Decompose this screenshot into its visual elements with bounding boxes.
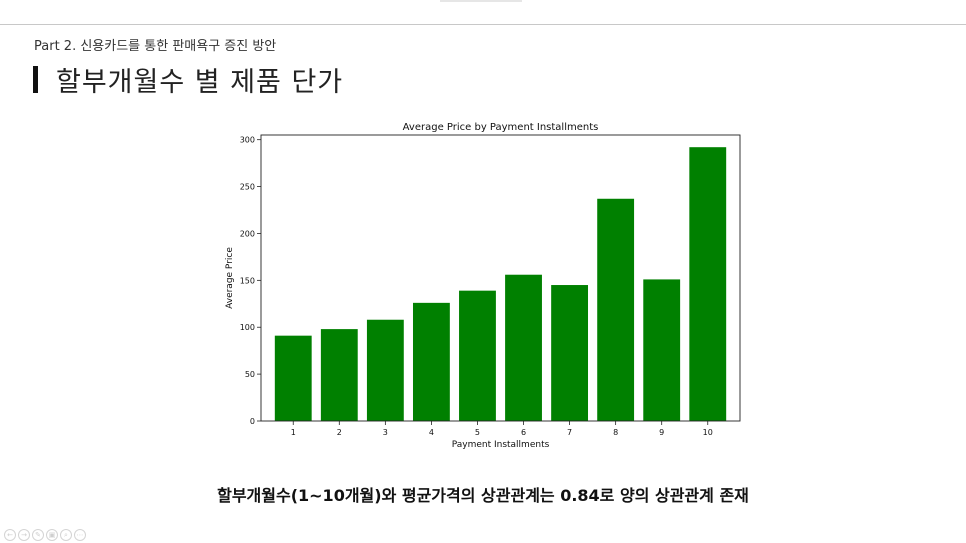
zoom-icon[interactable]: ⌕ xyxy=(60,529,72,541)
x-tick-label: 9 xyxy=(659,428,664,437)
x-tick-label: 10 xyxy=(703,428,713,437)
bar-8 xyxy=(597,198,635,421)
bar-10 xyxy=(689,147,727,421)
slide-subtitle: Part 2. 신용카드를 통한 판매욕구 증진 방안 xyxy=(34,39,277,54)
x-tick-label: 8 xyxy=(613,428,618,437)
y-tick-label: 150 xyxy=(240,276,255,285)
header-divider xyxy=(0,24,966,25)
x-tick-label: 1 xyxy=(291,428,296,437)
chart-canvas: Average Price by Payment Installments 0 5… xyxy=(225,122,741,450)
y-tick-label: 0 xyxy=(250,417,255,426)
more-icon[interactable]: ⋯ xyxy=(74,529,86,541)
chart-title: Average Price by Payment Installments xyxy=(403,122,599,133)
slides-icon[interactable]: ▣ xyxy=(46,529,58,541)
bar-4 xyxy=(412,302,450,421)
bar-3 xyxy=(366,319,404,421)
slide-controls: ← → ✎ ▣ ⌕ ⋯ xyxy=(4,529,86,541)
bar-1 xyxy=(274,335,312,421)
arrow-left-icon[interactable]: ← xyxy=(4,529,16,541)
bar-7 xyxy=(551,285,589,421)
plot-frame xyxy=(260,134,741,422)
y-tick-label: 300 xyxy=(240,136,255,145)
y-tick-label: 50 xyxy=(245,370,255,379)
y-tick-label: 100 xyxy=(240,323,255,332)
pen-icon[interactable]: ✎ xyxy=(32,529,44,541)
x-tick-label: 3 xyxy=(383,428,388,437)
y-axis-label: Average Price xyxy=(225,247,235,309)
x-axis: 1 2 3 4 5 6 7 8 9 10 xyxy=(291,421,713,437)
x-tick-label: 2 xyxy=(337,428,342,437)
top-tab-indicator xyxy=(440,0,522,2)
x-axis-label: Payment Installments xyxy=(452,440,550,450)
bar-6 xyxy=(505,274,542,421)
x-tick-label: 5 xyxy=(475,428,480,437)
y-axis: 0 50 100 150 200 250 300 xyxy=(240,136,261,426)
bar-9 xyxy=(643,279,681,421)
title-accent-bar xyxy=(33,66,38,93)
bar-5 xyxy=(459,290,496,421)
bars xyxy=(274,147,727,421)
slide-title: 할부개월수 별 제품 단가 xyxy=(56,67,344,98)
x-tick-label: 6 xyxy=(521,428,526,437)
x-tick-label: 4 xyxy=(429,428,434,437)
slide-caption: 할부개월수(1~10개월)와 평균가격의 상관관계는 0.84로 양의 상관관계… xyxy=(217,486,749,505)
y-tick-label: 250 xyxy=(240,183,255,192)
y-tick-label: 200 xyxy=(240,229,255,238)
x-tick-label: 7 xyxy=(567,428,572,437)
bar-chart: Average Price by Payment Installments 0 5… xyxy=(220,116,750,456)
arrow-right-icon[interactable]: → xyxy=(18,529,30,541)
bar-2 xyxy=(320,329,358,421)
